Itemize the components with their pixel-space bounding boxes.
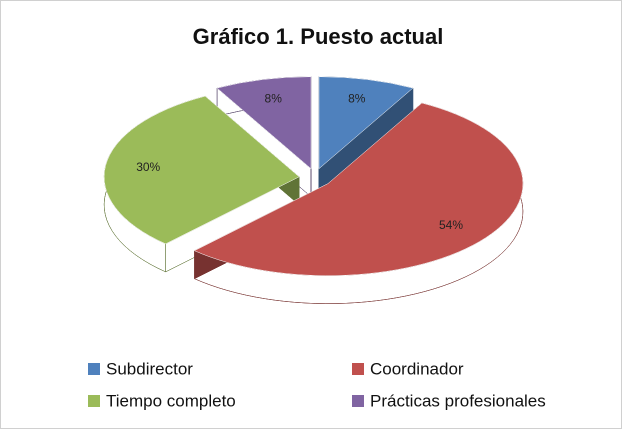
pie-slice — [216, 76, 312, 170]
legend-label: Subdirector — [106, 359, 193, 378]
data-label: 30% — [136, 160, 160, 174]
data-label: 54% — [439, 218, 463, 232]
legend-swatch — [88, 395, 100, 407]
legend: Subdirector Coordinador Tiempo completo Prá… — [88, 359, 546, 410]
chart-title: Gráfico 1. Puesto actual — [193, 24, 444, 49]
pie-slice — [193, 102, 524, 276]
legend-swatch — [88, 363, 100, 375]
pie-slice — [103, 95, 300, 245]
data-label: 8% — [348, 91, 366, 105]
pie-slice — [318, 76, 414, 170]
data-label: 8% — [265, 91, 283, 105]
pie: 8% 54% 30% 8% — [103, 76, 524, 304]
legend-swatch — [352, 363, 364, 375]
legend-label: Tiempo completo — [106, 391, 236, 410]
legend-label: Prácticas profesionales — [370, 391, 546, 410]
legend-swatch — [352, 395, 364, 407]
legend-label: Coordinador — [370, 359, 464, 378]
